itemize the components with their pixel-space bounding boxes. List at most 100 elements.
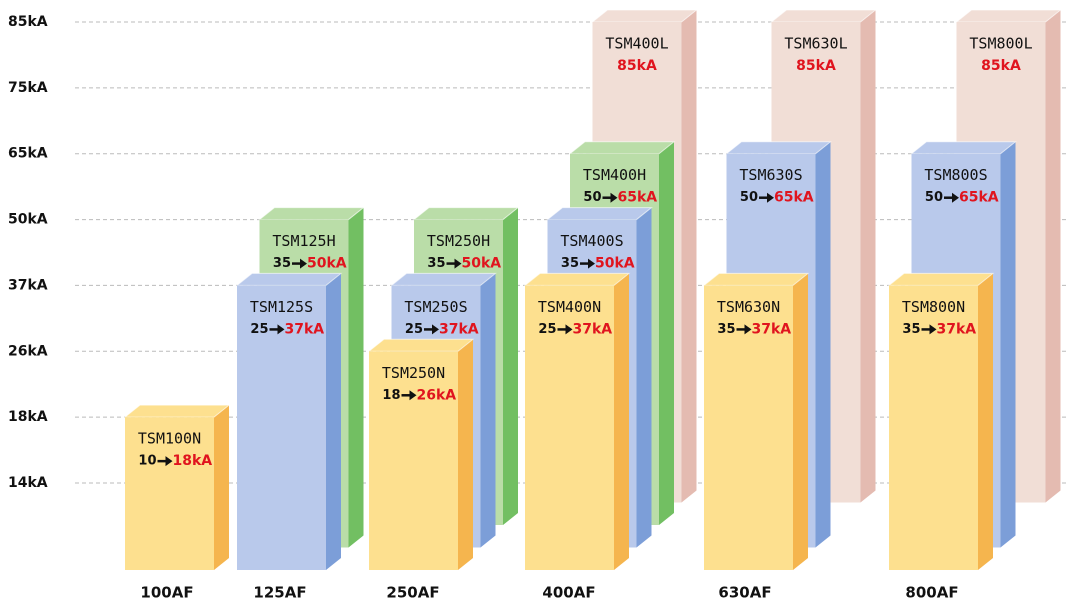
arrow-head <box>610 192 618 203</box>
y-tick-label: 26kA <box>8 343 48 359</box>
from-label: 35 <box>427 256 445 271</box>
bar-name: TSM250N <box>382 364 445 382</box>
y-tick-label: 14kA <box>8 475 48 491</box>
bar-top <box>258 207 365 221</box>
bar-top <box>123 404 231 418</box>
bar-side <box>480 273 496 548</box>
value-label: 85kA <box>796 58 836 74</box>
bar-name: TSM630L <box>784 35 847 53</box>
bar-top <box>568 141 676 155</box>
bar-name: TSM250H <box>427 232 490 250</box>
value-label: 37kA <box>573 321 613 337</box>
x-tick-label: 250AF <box>386 584 439 602</box>
bar-side <box>636 207 652 548</box>
bar-side <box>214 405 229 570</box>
bar-side <box>503 207 518 526</box>
y-tick-label: 75kA <box>8 80 48 96</box>
bar-top <box>725 141 832 155</box>
y-tick-label: 18kA <box>8 409 48 425</box>
bar-name: TSM400L <box>605 35 668 53</box>
arrow-head <box>565 324 573 335</box>
bar-top <box>770 9 877 23</box>
value-label: 37kA <box>439 321 479 337</box>
from-label: 25 <box>538 322 556 337</box>
bar-side <box>458 339 473 570</box>
arrow-head <box>454 258 462 269</box>
value-label: 65kA <box>618 190 658 206</box>
y-tick-label: 37kA <box>8 277 48 293</box>
bar-name: TSM400N <box>538 298 601 316</box>
bar-side <box>978 273 993 570</box>
arrow-head <box>300 258 307 269</box>
from-label: 35 <box>561 256 579 271</box>
bar-name: TSM125H <box>272 232 335 250</box>
from-label: 25 <box>250 322 268 337</box>
y-tick-label: 85kA <box>8 14 48 30</box>
bar-name: TSM800L <box>969 35 1032 53</box>
bar-top <box>235 272 343 286</box>
value-label: 65kA <box>959 190 999 206</box>
bar <box>525 285 614 570</box>
arrow-head <box>165 456 173 467</box>
bar-side <box>1045 10 1061 503</box>
y-tick-label: 50kA <box>8 212 48 228</box>
bar-top <box>523 272 631 286</box>
value-label: 50kA <box>307 256 347 272</box>
value-label: 85kA <box>617 58 657 74</box>
bar-name: TSM630N <box>717 298 780 316</box>
arrow-head <box>952 192 959 203</box>
value-label: 50kA <box>462 256 502 272</box>
x-tick-label: 800AF <box>905 584 958 602</box>
value-label: 37kA <box>285 321 325 337</box>
value-label: 37kA <box>752 321 792 337</box>
from-label: 50 <box>583 190 601 205</box>
from-label: 18 <box>382 388 400 403</box>
value-label: 18kA <box>173 453 213 469</box>
bar-side <box>348 207 364 548</box>
x-tick-label: 100AF <box>140 584 193 602</box>
bar-name: TSM125S <box>250 298 313 316</box>
arrow-head <box>767 192 774 203</box>
arrow-head <box>929 324 937 335</box>
bar-top <box>591 9 698 23</box>
bar-side <box>681 10 697 503</box>
bar-name: TSM400S <box>560 232 623 250</box>
bar-top <box>390 272 497 286</box>
bar-side <box>614 273 629 570</box>
bar <box>889 285 978 570</box>
x-tick-label: 630AF <box>718 584 771 602</box>
arrow-head <box>588 258 595 269</box>
bar-name: TSM800S <box>924 166 987 184</box>
bar-top <box>367 338 475 352</box>
bar <box>704 285 793 570</box>
value-label: 37kA <box>937 321 977 337</box>
bar-name: TSM800N <box>902 298 965 316</box>
y-tick-label: 65kA <box>8 146 48 162</box>
bar-top <box>546 207 653 221</box>
from-label: 50 <box>925 190 943 205</box>
from-label: 35 <box>273 256 291 271</box>
from-label: 25 <box>405 322 423 337</box>
bar-name: TSM400H <box>583 166 646 184</box>
bar-name: TSM250S <box>404 298 467 316</box>
bar-side <box>659 141 674 525</box>
bar-top <box>702 272 810 286</box>
arrow-head <box>277 324 285 335</box>
value-label: 85kA <box>981 58 1021 74</box>
bar-top <box>887 272 995 286</box>
bar-side <box>793 273 808 570</box>
x-tick-label: 125AF <box>253 584 306 602</box>
bar-top <box>955 9 1062 23</box>
from-label: 35 <box>717 322 735 337</box>
value-label: 26kA <box>417 387 457 403</box>
bar-side <box>326 273 341 570</box>
bar-name: TSM100N <box>138 430 201 448</box>
bar-side <box>860 10 876 503</box>
bar <box>237 285 326 570</box>
bar <box>369 351 458 570</box>
bar-side <box>815 141 831 548</box>
bar-top <box>910 141 1017 155</box>
from-label: 50 <box>740 190 758 205</box>
bar <box>125 417 214 570</box>
